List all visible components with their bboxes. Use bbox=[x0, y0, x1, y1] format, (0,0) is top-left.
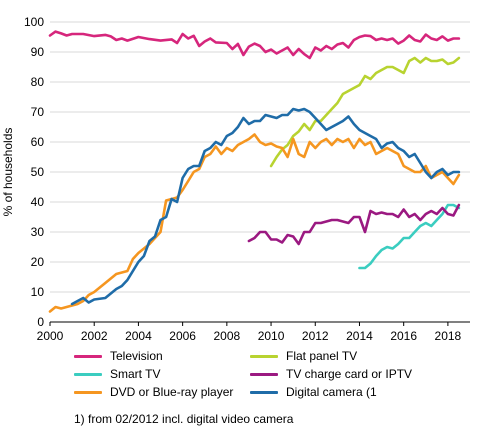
x-tick-label: 2016 bbox=[390, 329, 417, 343]
x-tick-label: 2002 bbox=[81, 329, 108, 343]
gridlines bbox=[50, 21, 470, 293]
legend-item: Television bbox=[74, 348, 163, 364]
legend-item: Digital camera (1 bbox=[250, 384, 377, 400]
footnote: 1) from 02/2012 incl. digital video came… bbox=[74, 412, 294, 426]
legend-item: TV charge card or IPTV bbox=[250, 366, 412, 382]
y-tick-label: 90 bbox=[31, 45, 45, 59]
x-tick-label: 2018 bbox=[435, 329, 462, 343]
legend-item: DVD or Blue-ray player bbox=[74, 384, 233, 400]
x-tick-label: 2004 bbox=[125, 329, 152, 343]
x-tick-label: 2010 bbox=[258, 329, 285, 343]
plot-area: 0 10 20 30 40 50 60 70 80 90 100 2000 2002 2004 2006 20… bbox=[1, 15, 470, 343]
series-line bbox=[48, 30, 461, 60]
y-tick-label: 50 bbox=[31, 165, 45, 179]
y-tick-label: 30 bbox=[31, 225, 45, 239]
legend-swatch bbox=[250, 372, 278, 376]
legend-swatch bbox=[250, 390, 278, 394]
x-tick-label: 2012 bbox=[302, 329, 329, 343]
x-tick-label: 2014 bbox=[346, 329, 373, 343]
series-line bbox=[48, 133, 461, 313]
tick-labels: 0 10 20 30 40 50 60 70 80 90 100 2000 2002 2004 2006 20… bbox=[24, 15, 462, 343]
legend-item: Smart TV bbox=[74, 366, 160, 382]
legend-label: Flat panel TV bbox=[286, 349, 358, 363]
x-tick-label: 2008 bbox=[213, 329, 240, 343]
y-tick-label: 20 bbox=[31, 255, 45, 269]
y-tick-label: 10 bbox=[31, 285, 45, 299]
y-tick-label: 100 bbox=[24, 15, 44, 29]
y-tick-label: 80 bbox=[31, 75, 45, 89]
legend-swatch bbox=[74, 354, 102, 358]
y-tick-label: 0 bbox=[37, 315, 44, 329]
y-tick-label: 70 bbox=[31, 105, 45, 119]
y-tick-label: 60 bbox=[31, 135, 45, 149]
legend-label: Television bbox=[110, 349, 163, 363]
x-tick-label: 2006 bbox=[169, 329, 196, 343]
series-line bbox=[70, 107, 461, 306]
legend-item: Flat panel TV bbox=[250, 348, 357, 364]
series-line bbox=[358, 203, 461, 270]
y-tick-label: 40 bbox=[31, 195, 45, 209]
legend-label: Digital camera (1 bbox=[286, 385, 377, 399]
legend-label: Smart TV bbox=[110, 367, 161, 381]
series-line bbox=[247, 203, 461, 246]
legend-swatch bbox=[74, 372, 102, 376]
x-tick-label: 2000 bbox=[37, 329, 64, 343]
axes bbox=[49, 321, 470, 326]
series-line bbox=[269, 56, 461, 168]
legend-swatch bbox=[74, 390, 102, 394]
legend-swatch bbox=[250, 354, 278, 358]
legend-label: TV charge card or IPTV bbox=[286, 367, 413, 381]
series-lines bbox=[48, 30, 461, 313]
y-axis-label: % of households bbox=[1, 128, 15, 217]
legend-label: DVD or Blue-ray player bbox=[110, 385, 234, 399]
